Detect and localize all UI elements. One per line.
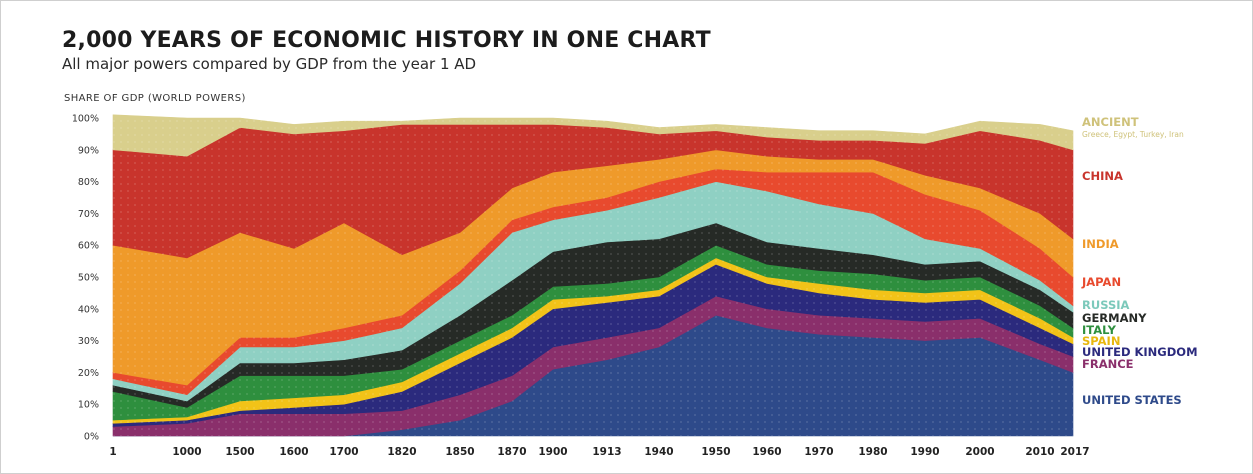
y-tick-label: 40% xyxy=(78,304,99,315)
y-tick-label: 60% xyxy=(78,241,99,252)
y-tick-label: 100% xyxy=(72,114,99,125)
chart-subtitle: All major powers compared by GDP from th… xyxy=(62,55,477,73)
x-tick-label: 1980 xyxy=(858,446,887,458)
y-tick-label: 20% xyxy=(78,368,99,379)
texture-overlay xyxy=(113,118,1073,436)
x-tick-label: 1820 xyxy=(387,446,416,458)
x-tick-label: 1850 xyxy=(445,446,474,458)
label-united-states: UNITED STATES xyxy=(1082,393,1182,407)
label-spain: SPAIN xyxy=(1082,334,1120,348)
x-tick-label: 1600 xyxy=(279,446,308,458)
x-tick-label: 1000 xyxy=(172,446,201,458)
x-tick-label: 2017 xyxy=(1060,446,1089,458)
label-germany: GERMANY xyxy=(1082,311,1147,325)
x-axis-ticks: 1 1000 1500 1600 1700 1820 1850 1870 1900 1913 194… xyxy=(109,446,1089,458)
y-tick-label: 10% xyxy=(78,400,99,411)
x-tick-label: 2010 xyxy=(1025,446,1054,458)
label-france: FRANCE xyxy=(1082,357,1134,371)
x-tick-label: 1950 xyxy=(701,446,730,458)
y-axis-ticks: 0% 10% 20% 30% 40% 50% 60% 70% 80% 90% 100% xyxy=(72,114,99,443)
label-india: INDIA xyxy=(1082,237,1119,251)
chart-title: 2,000 YEARS OF ECONOMIC HISTORY IN ONE C… xyxy=(62,28,711,53)
label-ancient: ANCIENT xyxy=(1082,115,1139,129)
x-tick-label: 1700 xyxy=(329,446,358,458)
x-tick-label: 1 xyxy=(109,446,116,458)
y-tick-label: 90% xyxy=(78,145,99,156)
label-russia: RUSSIA xyxy=(1082,298,1130,312)
x-tick-label: 1940 xyxy=(644,446,673,458)
x-tick-label: 1960 xyxy=(752,446,781,458)
y-tick-label: 30% xyxy=(78,336,99,347)
x-tick-label: 1870 xyxy=(497,446,526,458)
x-tick-label: 1990 xyxy=(910,446,939,458)
x-tick-label: 1913 xyxy=(592,446,621,458)
y-axis-label: SHARE OF GDP (WORLD POWERS) xyxy=(64,93,246,104)
y-tick-label: 80% xyxy=(78,177,99,188)
label-united-kingdom: UNITED KINGDOM xyxy=(1082,345,1198,359)
x-tick-label: 1970 xyxy=(804,446,833,458)
y-tick-label: 0% xyxy=(84,432,99,443)
label-italy: ITALY xyxy=(1082,323,1117,337)
x-tick-label: 2000 xyxy=(965,446,994,458)
label-japan: JAPAN xyxy=(1081,275,1121,289)
y-tick-label: 50% xyxy=(78,273,99,284)
label-china: CHINA xyxy=(1082,169,1123,183)
label-ancient-note: Greece, Egypt, Turkey, Iran xyxy=(1082,130,1184,139)
y-tick-label: 70% xyxy=(78,209,99,220)
x-tick-label: 1900 xyxy=(538,446,567,458)
x-tick-label: 1500 xyxy=(225,446,254,458)
